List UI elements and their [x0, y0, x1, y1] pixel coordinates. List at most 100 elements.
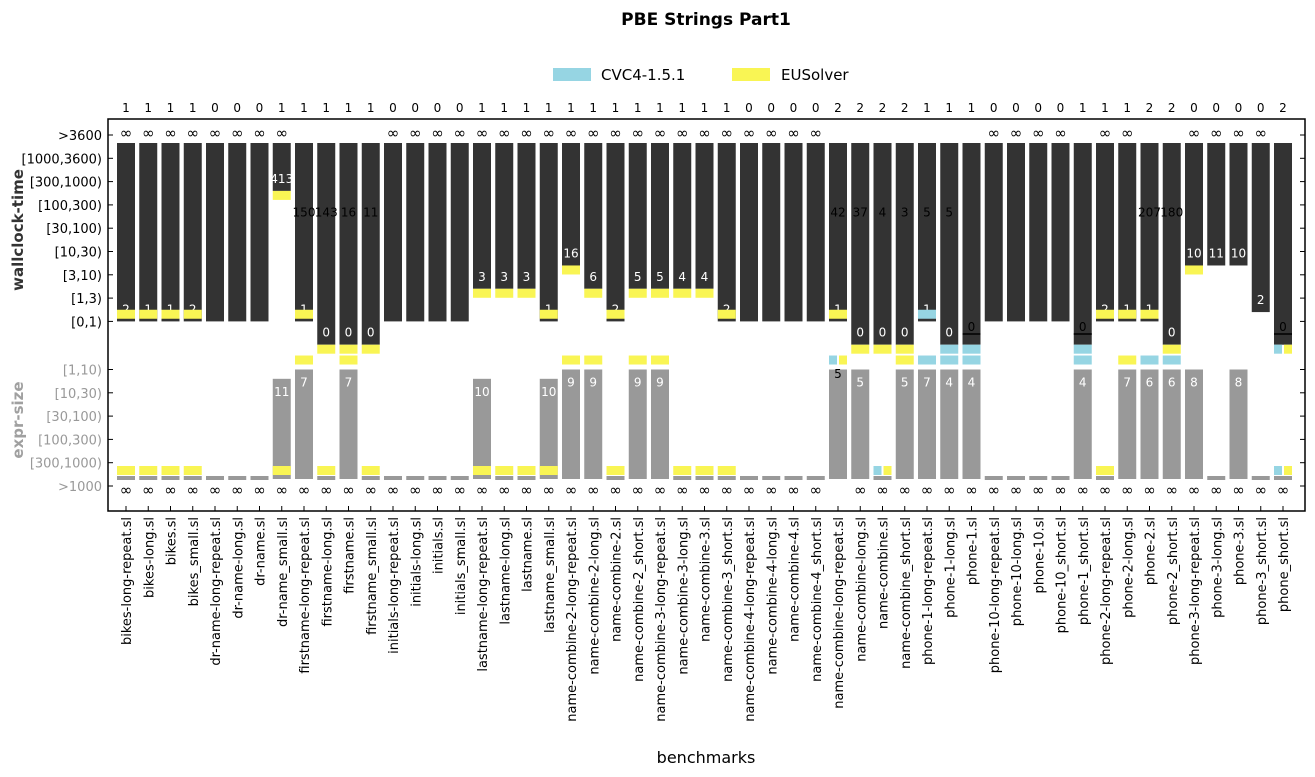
time-bar: [762, 143, 781, 322]
size-mark-eusolver: [717, 466, 736, 475]
time-mark-cvc4: [918, 309, 936, 319]
size-bottom-label: ∞: [876, 481, 889, 499]
size-bottom-label: ∞: [387, 481, 400, 499]
time-value-label: 3: [500, 270, 508, 284]
time-tick-label: [300,1000): [30, 176, 102, 191]
size-bottom-label: ∞: [721, 481, 734, 499]
size-tick-label: [30,100): [46, 410, 102, 425]
time-value-label: 4: [678, 270, 686, 284]
time-top-label: 11: [363, 206, 378, 220]
time-bar: [695, 143, 714, 289]
time-value-label: 2: [612, 302, 620, 316]
solved-count: 1: [367, 101, 375, 115]
time-top-label: ∞: [1032, 124, 1045, 142]
size-value-label: 10: [541, 385, 556, 399]
solved-count: 1: [1079, 101, 1087, 115]
x-tick-label: name-combine-3_short.sl: [721, 517, 736, 682]
time-tick-label: >3600: [58, 129, 102, 144]
size-axis-ticks: [1,10) [10,30) [30,100) [100,300) [300,1000)…: [30, 364, 1305, 495]
size-tick-label: [300,1000): [30, 457, 102, 472]
solved-count: 0: [767, 101, 775, 115]
time-value-label: 1: [834, 302, 842, 316]
size-mark-eusolver: [1118, 355, 1137, 365]
solved-count: 1: [345, 101, 353, 115]
size-tick-label: [10,30): [55, 387, 102, 402]
solved-count: 1: [968, 101, 976, 115]
solved-count: 2: [1146, 101, 1154, 115]
time-tick-label: [30,100): [46, 222, 102, 237]
time-mark-eusolver: [517, 288, 536, 298]
size-bottom-label: ∞: [1121, 481, 1134, 499]
size-mark-eusolver: [473, 466, 491, 475]
x-tick-labels: bikes-long-repeat.sl bikes-long.sl bikes.s…: [120, 506, 1292, 722]
size-bar: [717, 476, 736, 480]
time-mark-eusolver: [1096, 309, 1114, 319]
size-bar: [673, 476, 692, 480]
size-bar: [295, 369, 313, 479]
time-top-label: ∞: [743, 124, 756, 142]
time-tick-label: [3,10): [63, 269, 102, 284]
time-top-label: ∞: [565, 124, 578, 142]
time-top-label: 3: [901, 206, 909, 220]
time-bar: [651, 143, 669, 289]
solved-count: 0: [456, 101, 464, 115]
time-top-label: 5: [923, 206, 931, 220]
size-bar: [873, 476, 892, 480]
size-value-label: 7: [1123, 376, 1131, 390]
size-bottom-label: ∞: [1210, 481, 1223, 499]
time-mark-eusolver: [584, 288, 603, 298]
size-bar: [962, 369, 981, 479]
time-bar: [1251, 143, 1270, 313]
time-mark-eusolver: [673, 288, 692, 298]
time-bar: [450, 143, 469, 322]
time-top-label: 37: [853, 206, 868, 220]
x-tick-label: phone-2.sl: [1144, 517, 1159, 585]
x-tick-label: firstname-long.sl: [320, 517, 335, 627]
time-bar: [317, 143, 336, 345]
time-value-label: 2: [1101, 302, 1109, 316]
time-value-label: 10: [1231, 246, 1246, 260]
time-top-label: ∞: [587, 124, 600, 142]
time-bar: [295, 143, 313, 322]
solved-count: 0: [233, 101, 241, 115]
size-bar: [940, 369, 959, 479]
x-tick-label: bikes-long.sl: [142, 517, 157, 598]
size-mark-cvc4: [1162, 355, 1181, 365]
time-top-label: 180: [1160, 206, 1183, 220]
y-axis-label-time: wallclock-time: [9, 169, 27, 291]
time-top-label: ∞: [520, 124, 533, 142]
size-bottom-label: ∞: [854, 481, 867, 499]
x-tick-label: name-combine-2_short.sl: [632, 517, 647, 682]
size-bar: [473, 378, 491, 479]
time-bar: [1029, 143, 1048, 322]
time-top-label: ∞: [721, 124, 734, 142]
time-value-label: 5: [634, 270, 642, 284]
time-value-label: 1: [1123, 302, 1131, 316]
size-bar: [339, 369, 358, 479]
size-bar: [628, 369, 647, 479]
time-tick-label: [100,300): [38, 199, 102, 214]
size-bar: [450, 476, 469, 480]
x-tick-label: initials_small.sl: [454, 517, 469, 615]
solved-count: 0: [211, 101, 219, 115]
x-tick-label: phone_short.sl: [1277, 517, 1292, 612]
size-bottom-label: ∞: [743, 481, 756, 499]
time-mark-eusolver: [695, 288, 714, 298]
x-tick-label: name-combine-3-long.sl: [676, 517, 691, 675]
time-value-label: 3: [523, 270, 531, 284]
solved-count: 0: [1057, 101, 1065, 115]
time-value-label: 1: [1146, 302, 1154, 316]
time-bar: [1096, 143, 1114, 322]
size-bar: [1118, 369, 1137, 479]
size-bar: [317, 476, 336, 480]
solved-count: 1: [656, 101, 664, 115]
solved-count: 1: [478, 101, 486, 115]
x-tick-label: phone-3-long.sl: [1210, 517, 1225, 618]
size-mark-eusolver: [562, 355, 580, 365]
legend-label-eusolver: EUSolver: [781, 66, 849, 84]
size-bar: [1229, 369, 1248, 479]
x-tick-label: phone-1-long-repeat.sl: [921, 517, 936, 665]
size-bottom-label: ∞: [409, 481, 422, 499]
x-tick-label: bikes_small.sl: [187, 517, 202, 606]
time-mark-eusolver: [1185, 265, 1203, 275]
